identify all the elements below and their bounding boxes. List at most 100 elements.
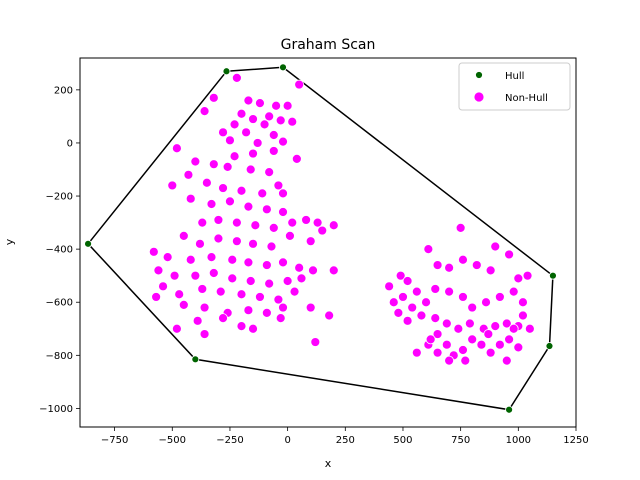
non-hull-point: [467, 302, 478, 313]
non-hull-point: [243, 201, 254, 212]
non-hull-point: [259, 119, 270, 130]
non-hull-point: [225, 135, 235, 146]
non-hull-point: [271, 100, 281, 111]
chart-title: Graham Scan: [281, 37, 376, 53]
non-hull-point: [243, 95, 254, 106]
non-hull-point: [384, 281, 395, 292]
non-hull-point: [171, 143, 182, 154]
non-hull-point: [268, 222, 279, 233]
non-hull-point: [243, 305, 254, 316]
non-hull-point: [395, 270, 406, 281]
non-hull-point: [460, 355, 471, 366]
hull-point: [84, 239, 92, 248]
non-hull-point: [485, 265, 496, 276]
non-hull-point: [218, 313, 228, 324]
non-hull-point: [268, 146, 279, 156]
legend-hull-marker: [475, 71, 483, 79]
non-hull-point: [264, 111, 275, 122]
non-hull-point: [458, 345, 468, 355]
non-hull-point: [278, 207, 288, 217]
x-tick-label: −750: [101, 435, 128, 446]
non-hull-point: [248, 148, 258, 159]
non-hull-point: [248, 323, 258, 334]
non-hull-point: [213, 233, 224, 244]
x-tick-label: 500: [393, 435, 412, 446]
non-hull-point: [524, 323, 535, 334]
non-hull-point: [402, 315, 413, 326]
hull-point: [222, 67, 231, 76]
non-hull-point: [227, 273, 238, 284]
y-tick-label: 0: [67, 138, 73, 149]
non-hull-point: [444, 286, 455, 297]
legend: Hull Non-Hull: [458, 62, 571, 111]
non-hull-point: [393, 307, 404, 318]
non-hull-point: [245, 164, 256, 175]
non-hull-point: [255, 292, 265, 302]
non-hull-point: [169, 270, 180, 281]
non-hull-point: [261, 260, 272, 270]
non-hull-point: [467, 334, 478, 345]
non-hull-point: [208, 159, 219, 170]
non-hull-point: [312, 217, 323, 228]
non-hull-point: [513, 342, 524, 353]
y-tick-label: −600: [46, 298, 73, 309]
non-hull-point: [278, 188, 288, 199]
non-hull-point: [178, 230, 189, 241]
non-hull-point: [229, 119, 240, 130]
non-hull-point: [458, 254, 468, 265]
non-hull-point: [268, 130, 279, 140]
non-hull-point: [264, 167, 275, 178]
non-hull-point: [167, 180, 178, 191]
non-hull-point: [432, 329, 443, 339]
non-hull-point: [250, 220, 261, 231]
legend-box: [458, 62, 571, 111]
non-hull-point: [294, 79, 305, 90]
non-hull-point: [513, 273, 524, 284]
non-hull-point: [275, 115, 286, 126]
hull-point: [191, 355, 200, 364]
non-hull-point: [208, 92, 219, 103]
non-hull-point: [195, 238, 205, 249]
non-hull-point: [243, 257, 254, 268]
non-hull-point: [296, 273, 307, 284]
hull-point: [279, 63, 287, 72]
non-hull-point: [432, 347, 443, 358]
non-hull-point: [441, 339, 452, 350]
non-hull-point: [310, 337, 321, 347]
non-hull-point: [241, 127, 252, 138]
non-hull-point: [231, 236, 242, 247]
non-hull-point: [402, 276, 413, 286]
non-hull-point: [174, 289, 185, 300]
non-hull-point: [425, 334, 436, 345]
non-hull-point: [229, 151, 240, 162]
non-hull-point: [490, 241, 501, 252]
y-tick-label: −800: [46, 351, 73, 362]
non-hull-point: [245, 276, 256, 286]
non-hull-point: [494, 292, 505, 302]
non-hull-point: [287, 217, 298, 228]
y-tick-label: 200: [54, 85, 73, 96]
y-axis-label: y: [3, 238, 16, 245]
non-hull-point: [171, 323, 182, 334]
hull-point: [505, 405, 513, 414]
non-hull-point: [206, 199, 217, 209]
non-hull-point: [416, 310, 427, 321]
non-hull-point: [501, 355, 512, 366]
non-hull-point: [294, 262, 305, 273]
non-hull-point: [278, 257, 288, 268]
non-hull-point: [218, 127, 228, 138]
non-hull-point: [317, 225, 328, 236]
non-hull-point: [398, 292, 408, 302]
non-hull-point: [162, 252, 173, 263]
non-hull-point: [222, 161, 233, 172]
non-hull-point: [490, 321, 501, 332]
non-hull-point: [407, 302, 418, 313]
non-hull-point: [236, 289, 247, 300]
non-hull-point: [453, 323, 464, 334]
non-hull-point: [504, 249, 514, 260]
non-hull-point: [199, 329, 210, 339]
non-hull-point: [444, 262, 455, 273]
non-hull-point: [248, 238, 258, 249]
non-hull-point: [197, 217, 208, 228]
non-hull-point: [458, 292, 468, 302]
